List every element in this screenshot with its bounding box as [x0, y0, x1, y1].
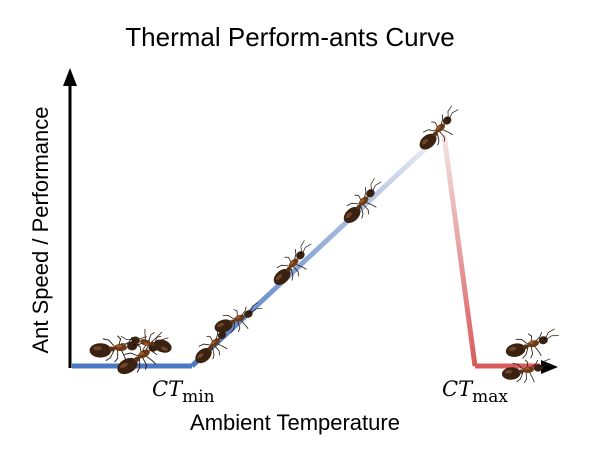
ct-min-subscript: min [182, 387, 215, 407]
rising-performance-segment [190, 133, 442, 368]
thermal-drop-segment [441, 134, 478, 367]
x-axis-arrow [541, 360, 558, 374]
x-axis-label: Ambient Temperature [190, 410, 400, 435]
ant-icon [412, 103, 469, 157]
ct-max-symbol: CT [442, 377, 474, 401]
ant-icon [265, 237, 322, 292]
ct-max-subscript: max [472, 387, 508, 407]
ct-min-symbol: CT [152, 377, 184, 401]
chart-title: Thermal Perform-ants Curve [125, 22, 454, 52]
ct-min-label: CTmin [152, 377, 215, 407]
ant-icon [502, 327, 563, 363]
y-axis-arrow [63, 68, 77, 86]
ct-max-label: CTmax [442, 377, 508, 407]
y-axis-label: Ant Speed / Performance [28, 106, 53, 353]
